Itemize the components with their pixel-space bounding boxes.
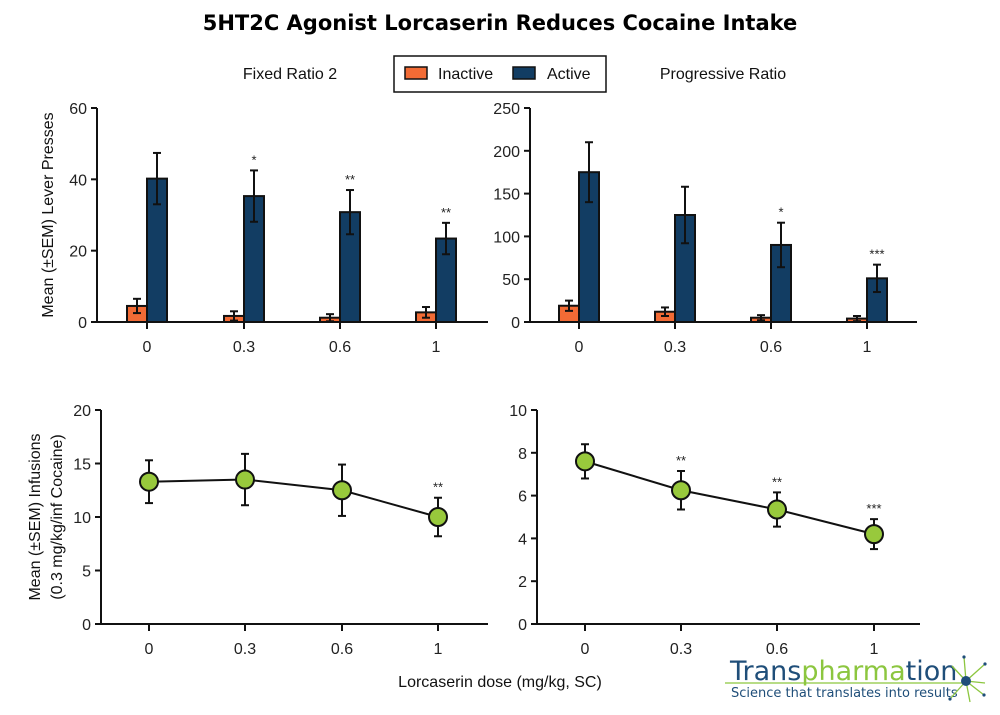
x-tick-label: 1 [863,339,872,356]
data-point [864,524,884,545]
logo-neuron-icon [948,655,987,703]
x-tick-label: 1 [870,641,879,658]
panel-title-fr2: Fixed Ratio 2 [243,66,337,83]
significance-marker: ** [433,480,443,495]
data-point [235,469,255,490]
data-point [575,451,595,472]
x-tick-label: 0.3 [234,641,256,658]
x-tick-label: 0.6 [766,641,788,658]
data-point [767,499,787,520]
y-axis-label-lever-presses: Mean (±SEM) Lever Presses [40,112,57,317]
data-point [332,480,352,501]
figure-title: 5HT2C Agonist Lorcaserin Reduces Cocaine… [203,11,798,35]
significance-marker: *** [869,247,884,262]
x-tick-label: 0.3 [664,339,686,356]
logo-wordmark: Transpharmation [729,656,957,687]
x-tick-label: 0 [145,641,154,658]
y-tick-label: 10 [509,403,527,420]
y-tick-label: 0 [82,617,91,634]
series-line [148,478,439,518]
legend: Inactive Active [393,55,607,93]
y-axis-label-infusions-line1: Mean (±SEM) Infusions [27,433,44,600]
y-tick-label: 100 [493,229,520,246]
data-point [428,507,448,527]
transpharmation-logo: Transpharmation Science that translates … [725,655,987,703]
data-point [671,480,691,501]
y-tick-label: 5 [82,564,91,581]
panel-title-pr: Progressive Ratio [660,66,786,83]
x-tick-label: 0.6 [760,339,782,356]
y-tick-label: 15 [73,457,91,474]
y-tick-label: 4 [518,531,527,548]
y-tick-label: 250 [493,101,520,118]
y-tick-label: 40 [69,172,87,189]
y-tick-label: 20 [73,403,91,420]
y-tick-label: 200 [493,144,520,161]
logo-tagline: Science that translates into results [731,686,958,701]
series-line [584,460,875,536]
significance-marker: ** [441,205,451,220]
x-tick-label: 0.3 [233,339,255,356]
y-tick-label: 150 [493,187,520,204]
x-axis-label: Lorcaserin dose (mg/kg, SC) [398,674,602,691]
significance-marker: * [251,152,256,167]
legend-swatch-active [512,66,536,80]
legend-box [393,55,607,93]
x-tick-label: 0 [581,641,590,658]
significance-marker: *** [866,501,881,516]
significance-marker: ** [345,172,355,187]
legend-label-active: Active [547,66,591,83]
data-point [139,471,159,492]
legend-swatch-inactive [404,66,428,80]
y-tick-label: 0 [78,315,87,332]
x-tick-label: 1 [434,641,443,658]
y-tick-label: 2 [518,574,527,591]
significance-marker: ** [676,453,686,468]
x-tick-label: 0.3 [670,641,692,658]
y-tick-label: 8 [518,446,527,463]
x-tick-label: 1 [432,339,441,356]
x-tick-label: 0 [575,339,584,356]
y-tick-label: 50 [502,272,520,289]
y-tick-label: 6 [518,489,527,506]
y-tick-label: 0 [518,617,527,634]
legend-label-inactive: Inactive [438,66,493,83]
y-tick-label: 60 [69,101,87,118]
x-tick-label: 0.6 [331,641,353,658]
significance-marker: ** [772,474,782,489]
y-tick-label: 10 [73,510,91,527]
y-tick-label: 20 [69,244,87,261]
significance-marker: * [778,205,783,220]
x-tick-label: 0 [143,339,152,356]
x-tick-label: 0.6 [329,339,351,356]
y-tick-label: 0 [511,315,520,332]
chart-panel-2: 0 5 10 15 20 0 0.3 0.6 1 ** [73,403,488,658]
y-axis-label-infusions-line2: (0.3 mg/kg/inf Cocaine) [49,434,66,599]
